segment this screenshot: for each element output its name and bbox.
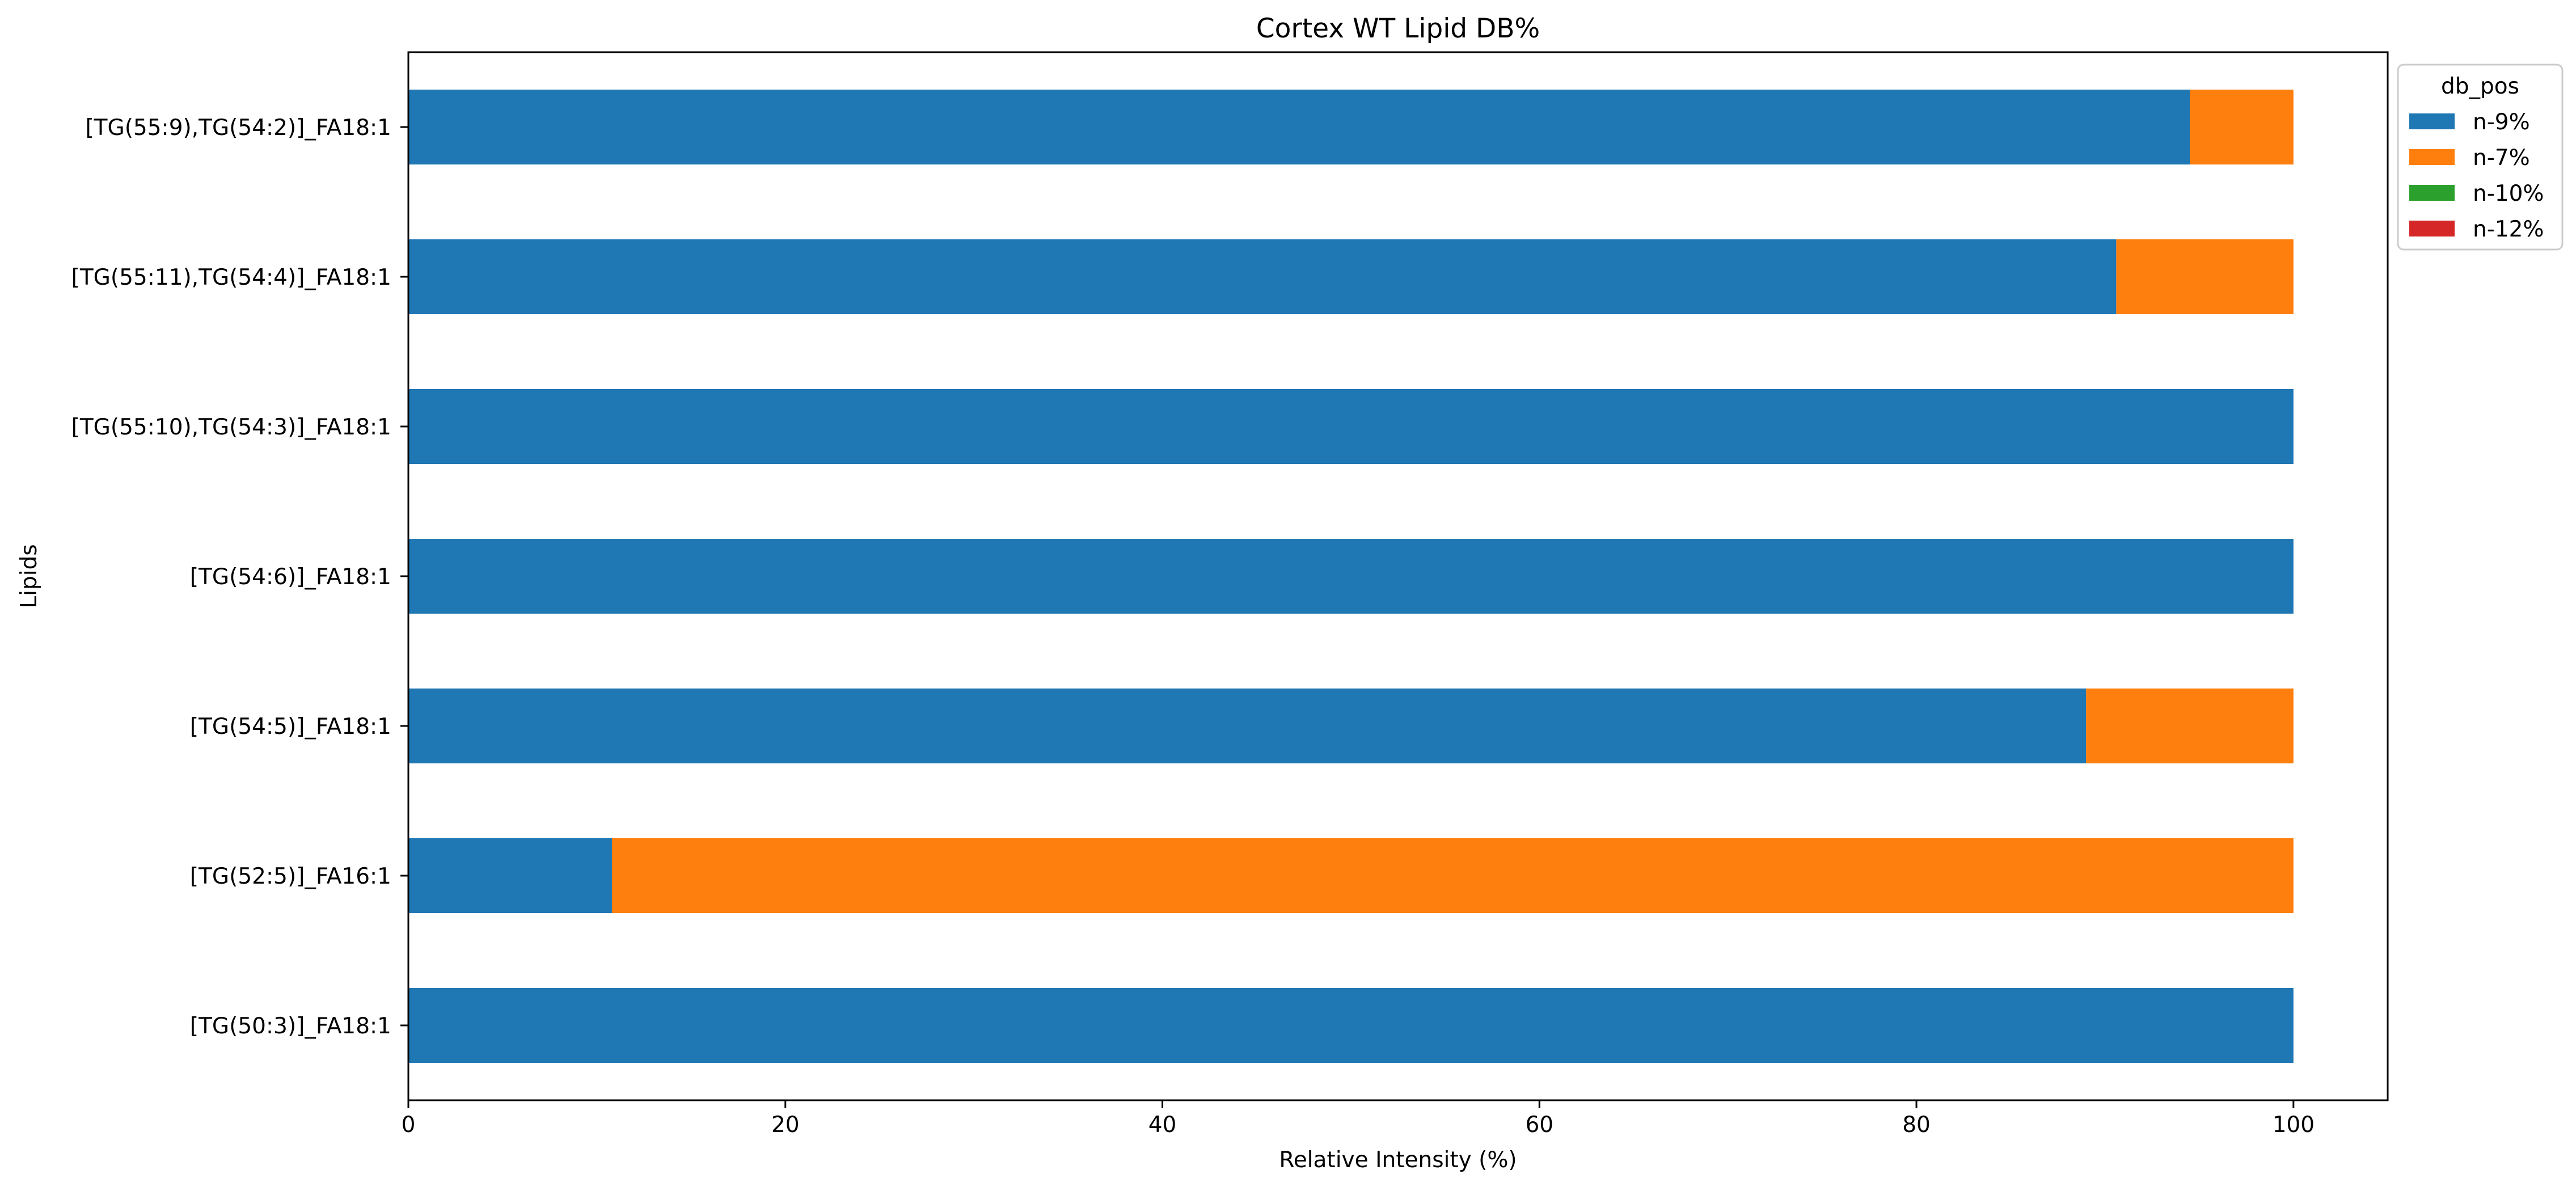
bar-segment [2190, 90, 2294, 164]
legend-swatch [2409, 221, 2455, 236]
x-axis-ticks: 0 20 40 60 80 100 [402, 1100, 2315, 1138]
bar-segment [2086, 689, 2294, 763]
bar-segment [408, 539, 2294, 614]
legend-swatch [2409, 113, 2455, 129]
y-tick-label: [TG(55:9),TG(54:2)]_FA18:1 [85, 115, 391, 141]
x-tick-label: 80 [1902, 1112, 1931, 1138]
chart-title: Cortex WT Lipid DB% [1256, 13, 1540, 44]
y-tick-label: [TG(54:5)]_FA18:1 [190, 714, 391, 740]
legend-title: db_pos [2441, 74, 2519, 99]
bar-segment [408, 389, 2294, 464]
x-tick-label: 100 [2273, 1112, 2315, 1138]
bar-segment [408, 838, 612, 913]
y-tick-label: [TG(55:10),TG(54:3)]_FA18:1 [71, 415, 391, 440]
legend-swatch [2409, 149, 2455, 165]
legend-swatch [2409, 185, 2455, 201]
bars-group [408, 90, 2294, 1063]
legend-box [2397, 64, 2564, 251]
y-tick-label: [TG(55:11),TG(54:4)]_FA18:1 [71, 265, 391, 290]
legend-label: n-10% [2473, 181, 2544, 206]
bar-segment [2116, 239, 2294, 314]
legend-label: n-9% [2473, 109, 2530, 135]
legend: db_pos n-9% n-7% n-10% n-12% [2397, 64, 2564, 251]
x-axis-label: Relative Intensity (%) [1279, 1147, 1517, 1173]
legend-label: n-7% [2473, 145, 2530, 171]
y-tick-label: [TG(50:3)]_FA18:1 [190, 1013, 391, 1039]
x-tick-label: 20 [771, 1112, 800, 1138]
bar-segment [408, 988, 2294, 1063]
x-tick-label: 40 [1148, 1112, 1177, 1138]
bar-segment [408, 689, 2087, 763]
y-tick-label: [TG(52:5)]_FA16:1 [190, 864, 391, 889]
bar-segment [408, 90, 2190, 164]
legend-items: n-9% n-7% n-10% n-12% [2409, 109, 2544, 242]
x-tick-label: 0 [402, 1112, 416, 1138]
bar-segment [408, 239, 2117, 314]
y-axis-ticks: [TG(50:3)]_FA18:1 [TG(52:5)]_FA16:1 [TG(54… [71, 115, 408, 1039]
y-tick-label: [TG(54:6)]_FA18:1 [190, 564, 391, 590]
x-tick-label: 60 [1525, 1112, 1553, 1138]
legend-label: n-12% [2473, 217, 2544, 242]
bar-segment [611, 838, 2294, 913]
y-axis-label: Lipids [16, 544, 42, 608]
